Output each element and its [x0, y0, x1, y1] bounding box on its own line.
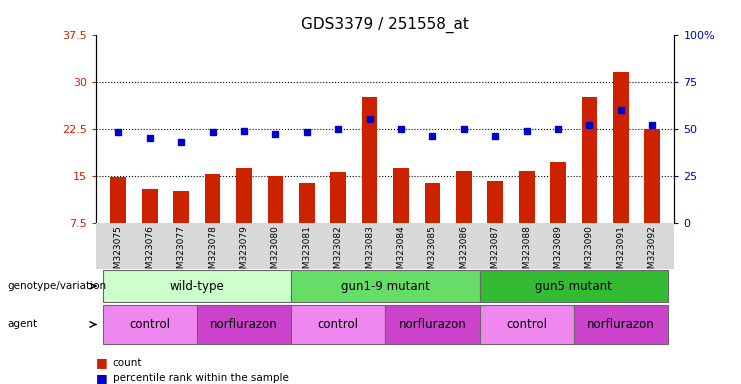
Text: GSM323091: GSM323091 — [617, 225, 625, 280]
Bar — [456, 170, 472, 223]
Bar — [488, 181, 503, 223]
Bar — [205, 174, 220, 223]
Bar — [299, 183, 315, 223]
Bar — [236, 168, 252, 223]
Text: GSM323084: GSM323084 — [396, 225, 405, 280]
Bar — [268, 176, 283, 223]
Bar — [479, 305, 574, 344]
Text: ■: ■ — [96, 356, 108, 369]
Text: GSM323076: GSM323076 — [145, 225, 154, 280]
Bar — [582, 97, 597, 223]
Bar — [102, 270, 291, 302]
Text: percentile rank within the sample: percentile rank within the sample — [113, 373, 288, 383]
Bar — [362, 97, 377, 223]
Text: GSM323088: GSM323088 — [522, 225, 531, 280]
Text: GSM323082: GSM323082 — [333, 225, 342, 280]
Text: norflurazon: norflurazon — [399, 318, 466, 331]
Bar — [291, 270, 479, 302]
Text: GSM323079: GSM323079 — [239, 225, 248, 280]
Text: agent: agent — [7, 319, 38, 329]
Bar — [110, 177, 126, 223]
Bar — [173, 191, 189, 223]
Text: norflurazon: norflurazon — [210, 318, 278, 331]
Text: count: count — [113, 358, 142, 368]
Text: wild-type: wild-type — [170, 280, 225, 293]
Bar — [551, 162, 566, 223]
Bar — [102, 305, 197, 344]
Text: GSM323087: GSM323087 — [491, 225, 499, 280]
Text: norflurazon: norflurazon — [587, 318, 655, 331]
Text: ■: ■ — [96, 372, 108, 384]
Title: GDS3379 / 251558_at: GDS3379 / 251558_at — [302, 17, 469, 33]
Text: GSM323078: GSM323078 — [208, 225, 217, 280]
Bar — [291, 305, 385, 344]
Text: GSM323089: GSM323089 — [554, 225, 562, 280]
Bar — [479, 270, 668, 302]
Bar — [393, 168, 409, 223]
Text: gun1-9 mutant: gun1-9 mutant — [341, 280, 430, 293]
Bar — [645, 129, 660, 223]
Text: gun5 mutant: gun5 mutant — [535, 280, 612, 293]
Text: GSM323077: GSM323077 — [176, 225, 186, 280]
Bar — [425, 183, 440, 223]
Bar — [197, 305, 291, 344]
Bar — [519, 170, 534, 223]
Text: GSM323085: GSM323085 — [428, 225, 437, 280]
Text: GSM323086: GSM323086 — [459, 225, 468, 280]
Text: GSM323081: GSM323081 — [302, 225, 311, 280]
Bar — [385, 305, 479, 344]
Text: GSM323080: GSM323080 — [271, 225, 280, 280]
Bar — [613, 72, 629, 223]
Text: genotype/variation: genotype/variation — [7, 281, 107, 291]
Text: control: control — [506, 318, 547, 331]
Bar — [330, 172, 346, 223]
Text: control: control — [129, 318, 170, 331]
Text: GSM323075: GSM323075 — [114, 225, 123, 280]
Text: GSM323083: GSM323083 — [365, 225, 374, 280]
Text: control: control — [318, 318, 359, 331]
Text: GSM323092: GSM323092 — [648, 225, 657, 280]
Bar — [574, 305, 668, 344]
Text: GSM323090: GSM323090 — [585, 225, 594, 280]
Bar — [142, 189, 158, 223]
